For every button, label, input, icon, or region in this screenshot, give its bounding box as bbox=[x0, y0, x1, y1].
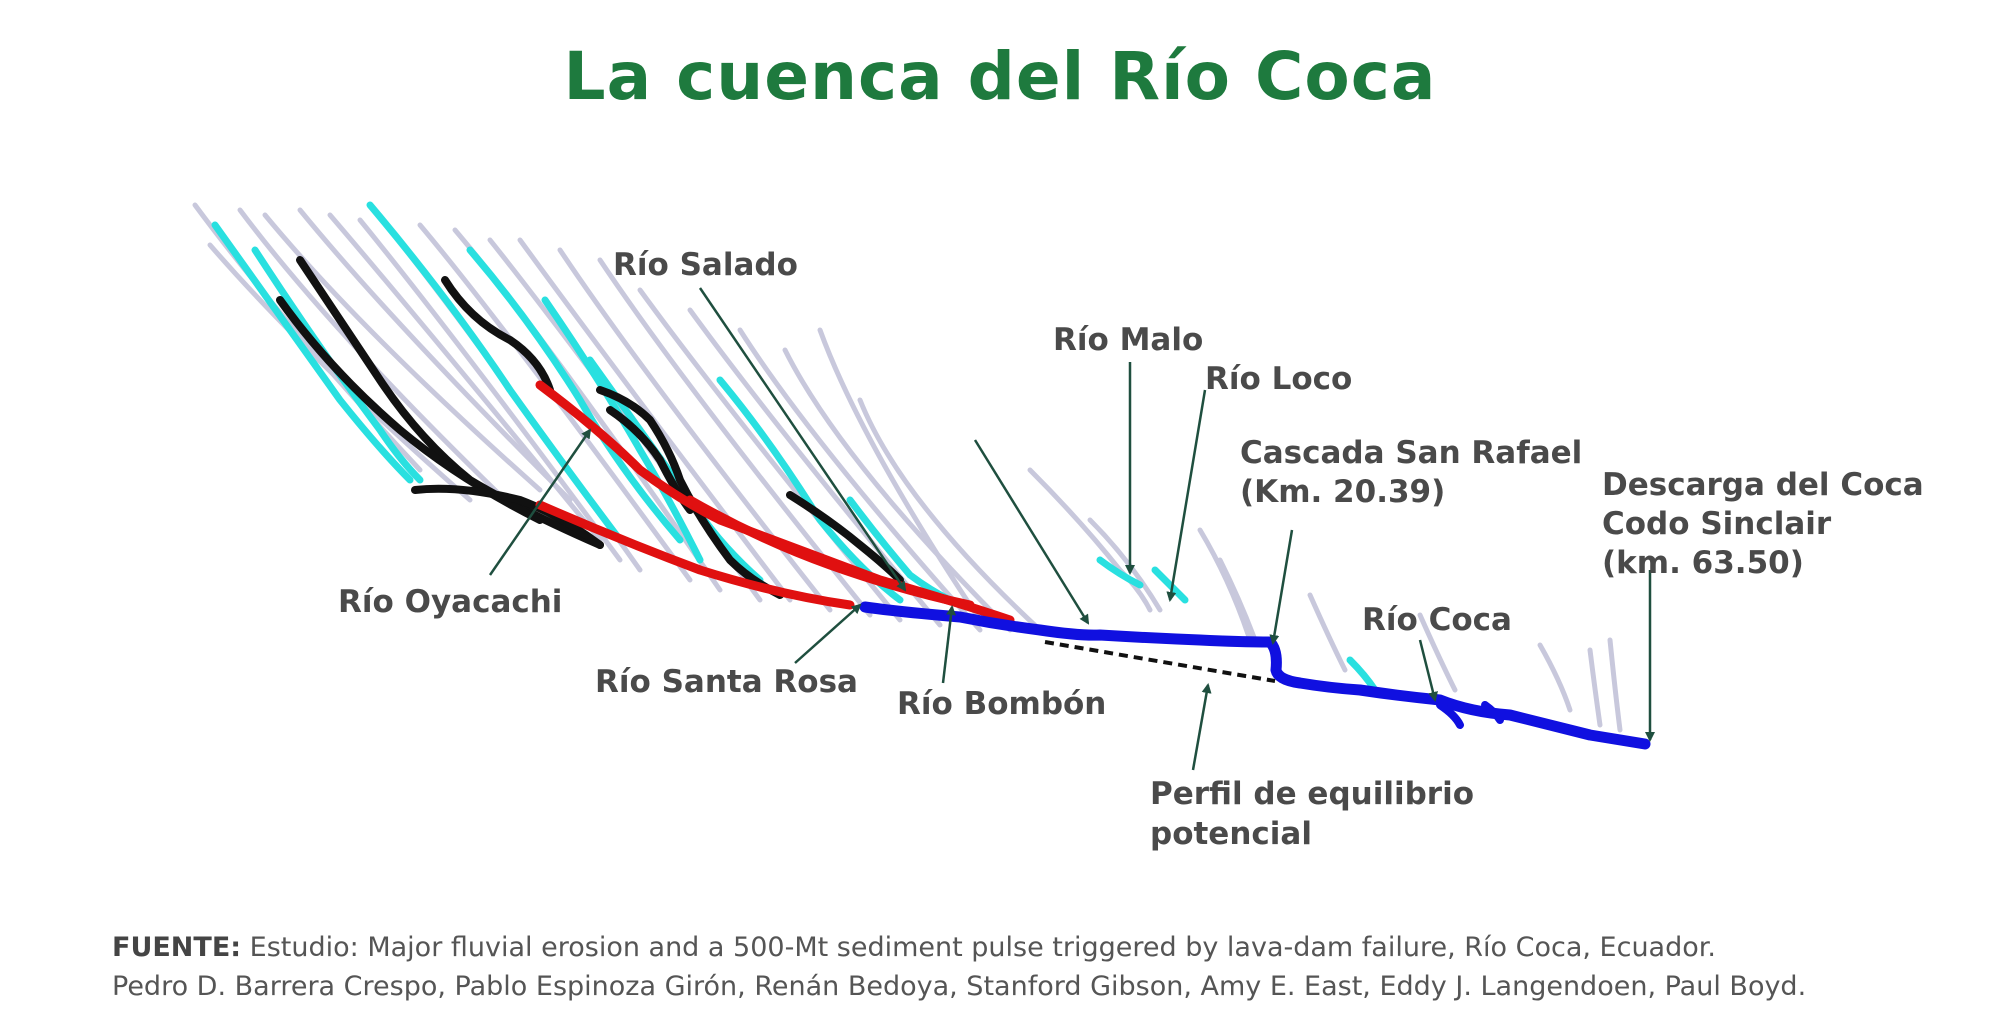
label-rio-loco: Río Loco bbox=[1205, 361, 1352, 397]
red-profiles bbox=[535, 380, 1015, 625]
arrow-unlabeled bbox=[973, 439, 1090, 625]
main-river bbox=[859, 601, 1651, 750]
label-perfil-line1: Perfil de equilibrio bbox=[1150, 776, 1474, 812]
arrow-rio-oyacachi bbox=[488, 428, 592, 576]
source-citation: FUENTE: Estudio: Major fluvial erosion a… bbox=[112, 928, 1972, 1006]
label-descarga-line3: (km. 63.50) bbox=[1602, 545, 1804, 581]
arrow-rio-santa-rosa bbox=[794, 603, 862, 664]
equilibrium-profile-line bbox=[1044, 640, 1276, 683]
source-line-1: FUENTE: Estudio: Major fluvial erosion a… bbox=[112, 928, 1972, 967]
label-perfil-line2: potencial bbox=[1150, 816, 1312, 852]
label-descarga-line2: Codo Sinclair bbox=[1602, 506, 1832, 542]
label-rio-santa-rosa: Río Santa Rosa bbox=[595, 664, 858, 700]
page-title: La cuenca del Río Coca bbox=[563, 38, 1437, 115]
source-label: FUENTE: bbox=[112, 932, 242, 963]
arrows bbox=[488, 287, 1655, 771]
label-cascada-line2: (Km. 20.39) bbox=[1240, 474, 1445, 510]
label-rio-coca: Río Coca bbox=[1362, 602, 1512, 638]
arrow-rio-salado bbox=[698, 287, 907, 592]
arrow-rio-coca bbox=[1418, 639, 1438, 702]
label-rio-oyacachi: Río Oyacachi bbox=[338, 584, 562, 620]
arrow-perfil bbox=[1191, 683, 1212, 771]
black-profiles bbox=[276, 256, 904, 599]
arrow-cascada bbox=[1269, 529, 1294, 645]
label-descarga-line1: Descarga del Coca bbox=[1602, 467, 1924, 503]
label-cascada-line1: Cascada San Rafael bbox=[1240, 435, 1582, 471]
label-rio-bombon: Río Bombón bbox=[897, 686, 1106, 722]
arrow-rio-bombon bbox=[941, 605, 957, 684]
label-rio-salado: Río Salado bbox=[613, 247, 798, 283]
source-study: Estudio: Major fluvial erosion and a 500… bbox=[249, 932, 1716, 963]
source-line-2: Pedro D. Barrera Crespo, Pablo Espinoza … bbox=[112, 971, 1807, 1002]
label-rio-malo: Río Malo bbox=[1053, 322, 1203, 358]
arrow-rio-loco bbox=[1166, 389, 1207, 602]
